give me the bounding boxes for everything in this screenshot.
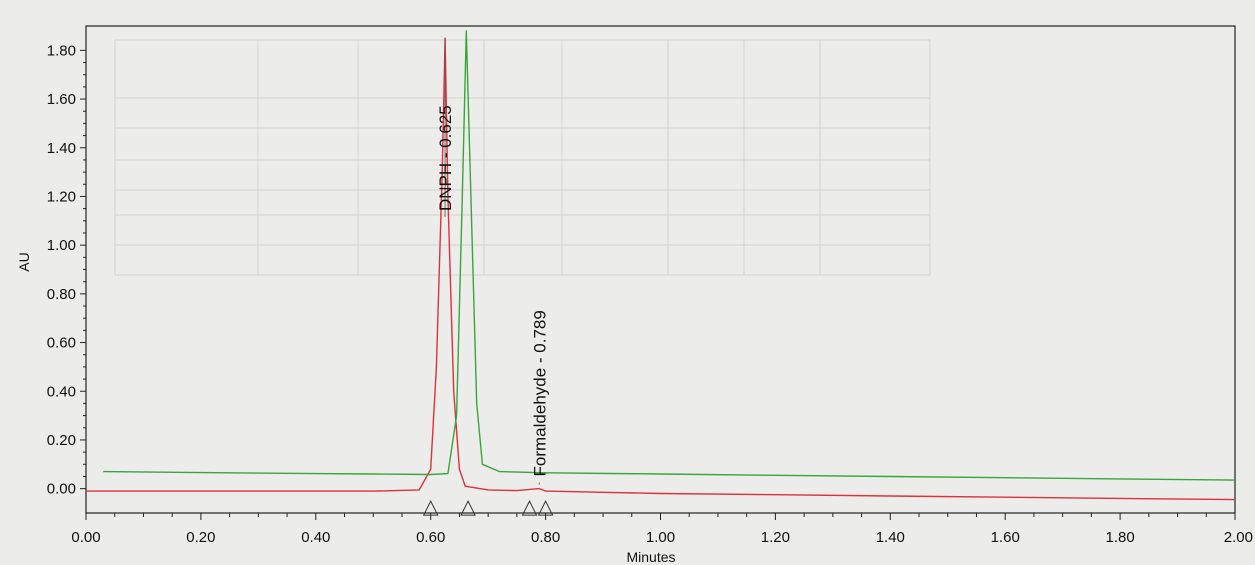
y-tick-label: 1.00 (47, 237, 76, 254)
peak-label: Formaldehyde - 0.789 (530, 310, 549, 476)
integration-markers (422, 500, 554, 516)
y-tick-label: 0.00 (47, 481, 76, 498)
y-tick-label: 0.60 (47, 335, 76, 352)
x-tick-label: 0.00 (71, 529, 100, 546)
y-tick-label: 1.80 (47, 42, 76, 59)
y-tick-label: 1.60 (47, 91, 76, 108)
x-tick-label: 1.20 (761, 529, 790, 546)
y-axis: 0.00 0.20 0.40 0.60 0.80 1.00 1.20 1.40 1.60 1.80 (47, 42, 86, 498)
x-axis: 0.00 0.20 0.40 0.60 0.80 1.00 1.20 1.40 1.60 1.80… (71, 513, 1253, 546)
x-tick-label: 0.20 (186, 529, 215, 546)
x-tick-label: 1.60 (991, 529, 1020, 546)
x-tick-label: 0.80 (531, 529, 560, 546)
x-tick-label: 1.40 (876, 529, 905, 546)
y-tick-label: 1.40 (47, 140, 76, 157)
integration-marker (521, 500, 538, 516)
y-tick-label: 1.20 (47, 188, 76, 205)
y-tick-label: 0.40 (47, 383, 76, 400)
series-layer (86, 30, 1236, 501)
x-tick-label: 0.60 (416, 529, 445, 546)
x-axis-title: Minutes (626, 549, 675, 565)
series-line-1 (86, 37, 1236, 501)
x-tick-label: 2.00 (1224, 529, 1253, 546)
integration-marker (537, 500, 554, 516)
y-tick-label: 0.80 (47, 286, 76, 303)
integration-marker (460, 500, 476, 516)
integration-marker (422, 500, 439, 516)
peak-labels: DNPH - 0.625 Formaldehyde - 0.789 (436, 38, 549, 485)
y-axis-title: AU (16, 252, 32, 271)
x-tick-label: 1.00 (646, 529, 675, 546)
peak-label: DNPH - 0.625 (436, 105, 455, 211)
x-tick-label: 0.40 (301, 529, 330, 546)
x-tick-label: 1.80 (1105, 529, 1134, 546)
background-ghost-table (114, 39, 931, 276)
series-line-2 (103, 30, 1236, 481)
y-tick-label: 0.20 (47, 432, 76, 449)
